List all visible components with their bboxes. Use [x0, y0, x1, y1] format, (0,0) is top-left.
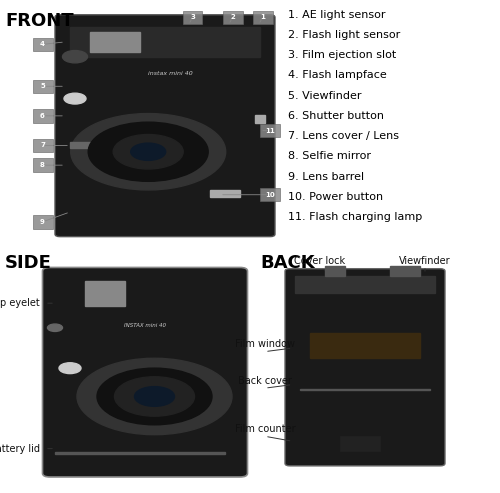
FancyBboxPatch shape	[32, 139, 52, 152]
Bar	[85, 281, 125, 306]
Text: 1: 1	[260, 14, 265, 20]
FancyBboxPatch shape	[285, 269, 445, 466]
Bar	[255, 115, 265, 123]
Bar	[390, 266, 420, 276]
Circle shape	[48, 324, 62, 331]
Text: 3. Film ejection slot: 3. Film ejection slot	[288, 50, 396, 60]
Circle shape	[114, 377, 194, 416]
FancyBboxPatch shape	[260, 124, 280, 137]
Circle shape	[134, 387, 174, 406]
Circle shape	[70, 113, 226, 190]
Text: instax mini 40: instax mini 40	[148, 71, 192, 76]
Text: Viewfinder: Viewfinder	[399, 256, 451, 266]
Text: BACK: BACK	[260, 254, 314, 272]
Text: 5: 5	[40, 83, 45, 89]
Text: 6: 6	[40, 113, 45, 119]
Circle shape	[97, 368, 212, 425]
Text: 2: 2	[230, 14, 235, 20]
Text: Back cover: Back cover	[238, 376, 292, 386]
Circle shape	[113, 135, 183, 169]
Text: Film counter: Film counter	[234, 424, 296, 434]
Text: 5. Viewfinder: 5. Viewfinder	[288, 91, 361, 101]
Bar	[70, 141, 90, 148]
Text: 11. Flash charging lamp: 11. Flash charging lamp	[288, 212, 422, 222]
Text: 7. Lens cover / Lens: 7. Lens cover / Lens	[288, 131, 399, 141]
Circle shape	[130, 143, 166, 160]
Circle shape	[62, 50, 88, 63]
Text: 8. Selfie mirror: 8. Selfie mirror	[288, 151, 370, 161]
Text: 2. Flash light sensor: 2. Flash light sensor	[288, 30, 400, 40]
Bar	[325, 266, 345, 276]
FancyBboxPatch shape	[182, 10, 203, 24]
Text: Battery lid: Battery lid	[0, 444, 40, 454]
Text: 1. AE light sensor: 1. AE light sensor	[288, 10, 385, 20]
Text: INSTAX mini 40: INSTAX mini 40	[124, 323, 166, 328]
Text: Cover lock: Cover lock	[294, 256, 346, 266]
Bar	[210, 190, 240, 197]
Bar	[295, 276, 435, 293]
Text: 4. Flash lampface: 4. Flash lampface	[288, 70, 386, 80]
FancyBboxPatch shape	[32, 80, 52, 93]
Bar	[310, 333, 420, 358]
Text: 3: 3	[190, 14, 195, 20]
Text: SIDE: SIDE	[5, 254, 52, 272]
Bar	[340, 436, 380, 451]
Bar	[90, 32, 140, 52]
Bar	[70, 27, 260, 57]
FancyBboxPatch shape	[252, 10, 272, 24]
Text: Strap eyelet: Strap eyelet	[0, 298, 40, 308]
Text: 6. Shutter button: 6. Shutter button	[288, 111, 384, 121]
Text: 10: 10	[265, 192, 275, 198]
Text: 7: 7	[40, 142, 45, 148]
FancyBboxPatch shape	[32, 38, 52, 51]
Text: 9: 9	[40, 219, 45, 225]
Bar	[300, 389, 430, 390]
Text: 8: 8	[40, 162, 45, 168]
Circle shape	[64, 93, 86, 104]
Text: 9. Lens barrel: 9. Lens barrel	[288, 172, 364, 181]
Text: 4: 4	[40, 41, 45, 47]
FancyBboxPatch shape	[32, 159, 52, 172]
FancyBboxPatch shape	[260, 188, 280, 201]
Text: FRONT: FRONT	[5, 12, 73, 31]
Bar	[55, 453, 225, 454]
Circle shape	[59, 363, 81, 374]
FancyBboxPatch shape	[42, 267, 248, 477]
FancyBboxPatch shape	[55, 15, 275, 237]
Text: 10. Power button: 10. Power button	[288, 192, 382, 202]
FancyBboxPatch shape	[222, 10, 242, 24]
Text: 11: 11	[265, 128, 275, 134]
Text: Film window: Film window	[235, 339, 295, 349]
Circle shape	[88, 122, 208, 181]
FancyBboxPatch shape	[32, 215, 52, 229]
Circle shape	[77, 358, 232, 435]
FancyBboxPatch shape	[32, 109, 52, 122]
